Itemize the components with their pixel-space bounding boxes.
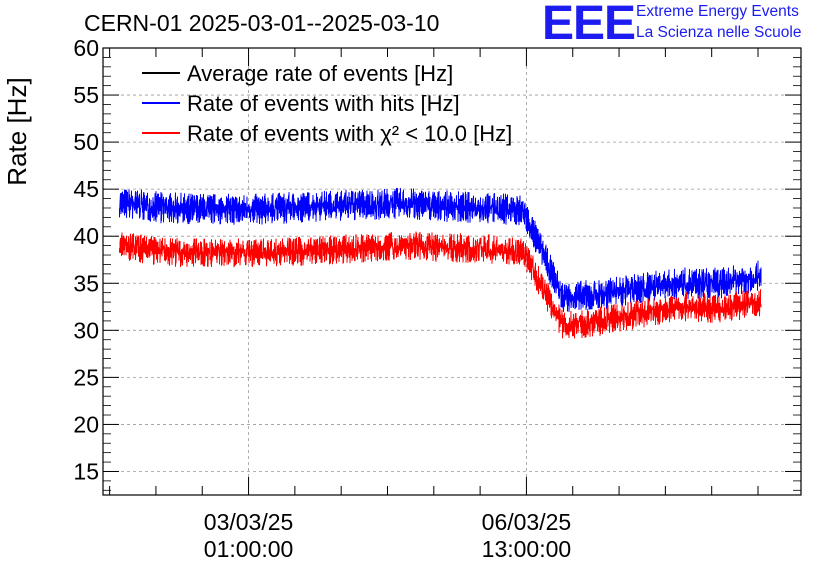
x-tick-label-time: 01:00:00 (204, 536, 294, 562)
x-tick-label-time: 13:00:00 (482, 536, 572, 562)
brand-line-2: La Scienza nelle Scuole (636, 24, 802, 41)
x-tick-label-date: 03/03/25 (204, 509, 294, 535)
y-axis-label: Rate [Hz] (2, 77, 32, 185)
series-line (119, 187, 762, 312)
y-tick-label: 60 (73, 35, 99, 61)
y-tick-label: 20 (73, 411, 99, 437)
legend: Average rate of events [Hz] Rate of event… (142, 61, 512, 146)
legend-label: Rate of events with hits [Hz] (187, 91, 460, 116)
y-tick-label: 45 (73, 176, 99, 202)
y-tick-label: 50 (73, 129, 99, 155)
y-tick-label: 55 (73, 82, 99, 108)
y-tick-label: 40 (73, 223, 99, 249)
legend-label: Rate of events with χ² < 10.0 [Hz] (187, 121, 512, 146)
x-tick-label-date: 06/03/25 (482, 509, 572, 535)
y-tick-label: 15 (73, 458, 99, 484)
y-tick-label: 25 (73, 364, 99, 390)
series-group (119, 187, 762, 339)
chart-title: CERN-01 2025-03-01--2025-03-10 (84, 10, 440, 36)
y-tick-label: 35 (73, 270, 99, 296)
brand-line-1: Extreme Energy Events (636, 3, 799, 20)
legend-label: Average rate of events [Hz] (187, 61, 453, 86)
plot-frame (102, 47, 802, 496)
y-tick-label: 30 (73, 317, 99, 343)
eee-logo: EEE (542, 0, 636, 50)
series-line (119, 231, 762, 339)
